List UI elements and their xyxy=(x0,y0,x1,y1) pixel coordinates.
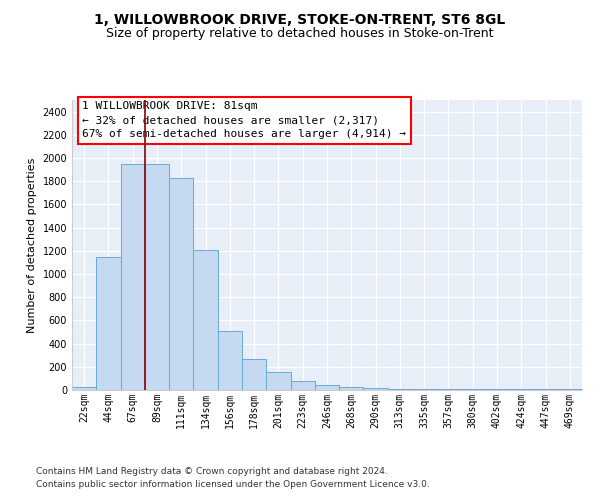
Text: 1, WILLOWBROOK DRIVE, STOKE-ON-TRENT, ST6 8GL: 1, WILLOWBROOK DRIVE, STOKE-ON-TRENT, ST… xyxy=(94,12,506,26)
Bar xyxy=(242,360,266,390)
Bar xyxy=(364,388,388,390)
Bar xyxy=(315,386,339,390)
Bar xyxy=(388,389,412,390)
Text: 1 WILLOWBROOK DRIVE: 81sqm
← 32% of detached houses are smaller (2,317)
67% of s: 1 WILLOWBROOK DRIVE: 81sqm ← 32% of deta… xyxy=(82,102,406,140)
Bar xyxy=(169,178,193,390)
Bar xyxy=(193,250,218,390)
Bar xyxy=(266,372,290,390)
Y-axis label: Number of detached properties: Number of detached properties xyxy=(27,158,37,332)
Text: Contains public sector information licensed under the Open Government Licence v3: Contains public sector information licen… xyxy=(36,480,430,489)
Bar xyxy=(339,386,364,390)
Text: Contains HM Land Registry data © Crown copyright and database right 2024.: Contains HM Land Registry data © Crown c… xyxy=(36,467,388,476)
Bar xyxy=(72,386,96,390)
Bar xyxy=(121,164,145,390)
Text: Size of property relative to detached houses in Stoke-on-Trent: Size of property relative to detached ho… xyxy=(106,28,494,40)
Bar xyxy=(218,331,242,390)
Bar xyxy=(290,382,315,390)
Bar xyxy=(145,164,169,390)
Bar xyxy=(96,256,121,390)
